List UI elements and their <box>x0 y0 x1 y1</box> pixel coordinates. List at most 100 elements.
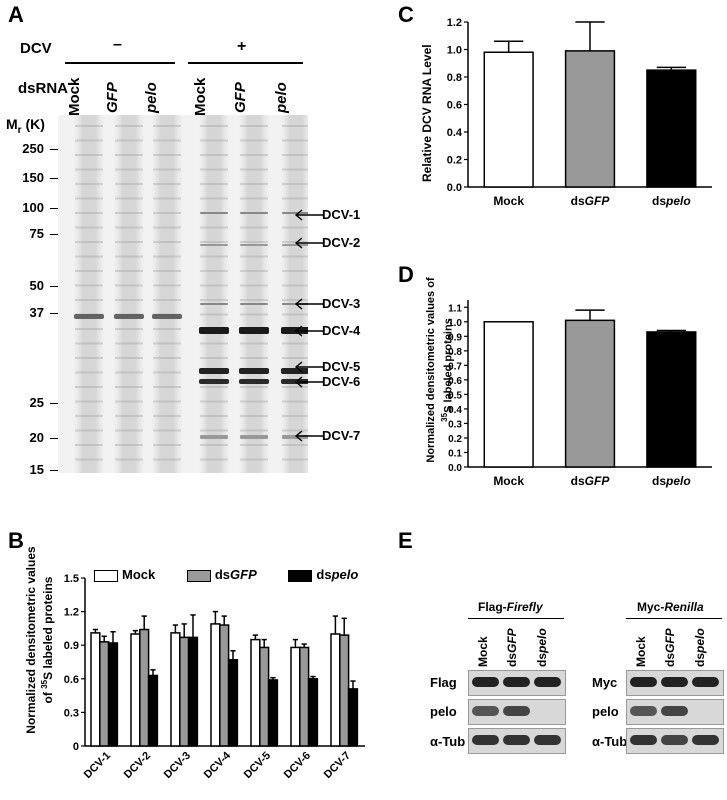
gel-faint-band <box>282 139 310 142</box>
chart-c: 0.0 0.2 0.4 0.6 0.8 1.0 1.2 Mock dsGFP dspelo <box>447 17 712 208</box>
gel-faint-band <box>282 342 310 345</box>
blot-left-line <box>468 618 564 619</box>
gel-faint-band <box>282 226 310 229</box>
y-tick-label: 0.0 <box>448 463 462 474</box>
blot-band <box>534 735 561 745</box>
gel-faint-band <box>115 400 143 403</box>
gel-faint-band <box>282 357 310 359</box>
bar <box>219 624 230 747</box>
gel-faint-band <box>75 357 103 359</box>
gel-svg <box>73 115 312 473</box>
dsrna-label: dsRNA <box>18 80 69 97</box>
bar <box>90 632 101 747</box>
mr-marker: 150 <box>22 170 44 185</box>
gel-faint-band <box>282 444 310 446</box>
mr-tick <box>50 470 58 471</box>
dcv-arrows <box>294 209 324 442</box>
gel-faint-band <box>200 270 228 272</box>
lane-label: pelo <box>273 82 290 113</box>
gel-faint-band <box>282 415 310 417</box>
bar <box>564 319 616 468</box>
blot-right-line <box>626 618 722 619</box>
y-tick-label: 0.8 <box>448 347 462 358</box>
gel-lane <box>280 115 312 473</box>
gel-faint-band <box>240 458 268 461</box>
gel-faint-band <box>282 270 310 272</box>
chart-b: 0 0.3 0.6 0.9 1.2 1.5 DCV-1 DCV-2 DCV-3 DCV-4 DCV-… <box>64 573 365 780</box>
gel-faint-band <box>200 313 228 316</box>
blot-band <box>661 677 688 687</box>
chart-d: 0.0 0.1 0.2 0.3 0.4 0.5 0.6 0.7 0.8 0.9 1.0 1.1 Mock… <box>448 300 712 488</box>
gel-faint-band <box>282 284 310 287</box>
gel-faint-band <box>200 168 228 171</box>
gel-band <box>152 314 182 319</box>
x-tick-label: dsGFP <box>571 474 611 488</box>
gel-faint-band <box>115 357 143 359</box>
mr-marker: 25 <box>29 395 44 410</box>
dcv-band-label: DCV-4 <box>322 323 361 338</box>
gel-faint-band <box>75 400 103 403</box>
gel-faint-band <box>153 255 181 258</box>
bar <box>267 679 279 747</box>
lane-label: GFP <box>104 82 121 113</box>
gel-faint-band <box>75 299 103 301</box>
gel-faint-band <box>75 212 103 214</box>
gel-faint-band <box>115 270 143 272</box>
gel-faint-band <box>115 458 143 461</box>
blot-band <box>534 677 561 687</box>
gel-faint-band <box>153 444 181 446</box>
x-tick-label: dspelo <box>652 474 691 488</box>
gel-dcv-band <box>282 244 310 246</box>
blot-row-label: pelo <box>430 704 457 719</box>
dcv-band-label: DCV-1 <box>322 207 361 222</box>
y-tick-label: 0.2 <box>448 434 462 445</box>
y-tick-label: 1.5 <box>64 573 79 585</box>
gel-faint-band <box>282 386 310 388</box>
x-tick-label: Mock <box>493 474 524 488</box>
x-tick-label: dsGFP <box>571 194 611 208</box>
mr-marker: 100 <box>22 200 44 215</box>
gel-faint-band <box>75 458 103 461</box>
gel-faint-band <box>153 154 181 156</box>
x-tick-label: DCV-7 <box>322 750 353 780</box>
gel-faint-band <box>153 400 181 403</box>
gel-faint-band <box>153 415 181 417</box>
gel-lane <box>73 115 105 473</box>
gel-faint-band <box>240 342 268 345</box>
gel-faint-band <box>153 183 181 185</box>
y-tick-label: 0.4 <box>447 127 463 139</box>
y-tick-label: 0.9 <box>64 640 79 652</box>
gel-faint-band <box>75 415 103 417</box>
gel-faint-band <box>115 328 143 330</box>
gel-faint-band <box>153 386 181 388</box>
gel-faint-band <box>282 400 310 403</box>
gel-dcv-band <box>199 327 229 334</box>
gel-faint-band <box>115 183 143 185</box>
gel-faint-band <box>240 197 268 200</box>
dcv-minus-line <box>65 62 175 64</box>
gel-dcv-band <box>239 379 269 384</box>
mr-tick <box>50 208 58 209</box>
gel-faint-band <box>240 270 268 272</box>
blot-row-label: α-Tub <box>592 734 628 749</box>
gel-faint-band <box>200 139 228 142</box>
gel-band <box>114 314 144 319</box>
y-tick-label: 1.2 <box>64 607 79 619</box>
gel-faint-band <box>282 183 310 185</box>
gel-faint-band <box>115 371 143 374</box>
gel-faint-band <box>153 299 181 301</box>
gel-faint-band <box>153 197 181 200</box>
bar <box>646 69 697 188</box>
bar <box>646 331 697 468</box>
gel-faint-band <box>153 357 181 359</box>
gel-faint-band <box>75 255 103 258</box>
bar <box>139 628 150 747</box>
lane-label: Mock <box>66 77 83 116</box>
gel-faint-band <box>153 429 181 432</box>
dcv-band-label: DCV-2 <box>322 235 361 250</box>
gel-dcv-band <box>200 244 228 246</box>
y-tick-label: 0.2 <box>447 155 462 167</box>
gel-dcv-band <box>281 368 311 374</box>
gel-image <box>58 115 312 473</box>
gel-faint-band <box>75 139 103 142</box>
